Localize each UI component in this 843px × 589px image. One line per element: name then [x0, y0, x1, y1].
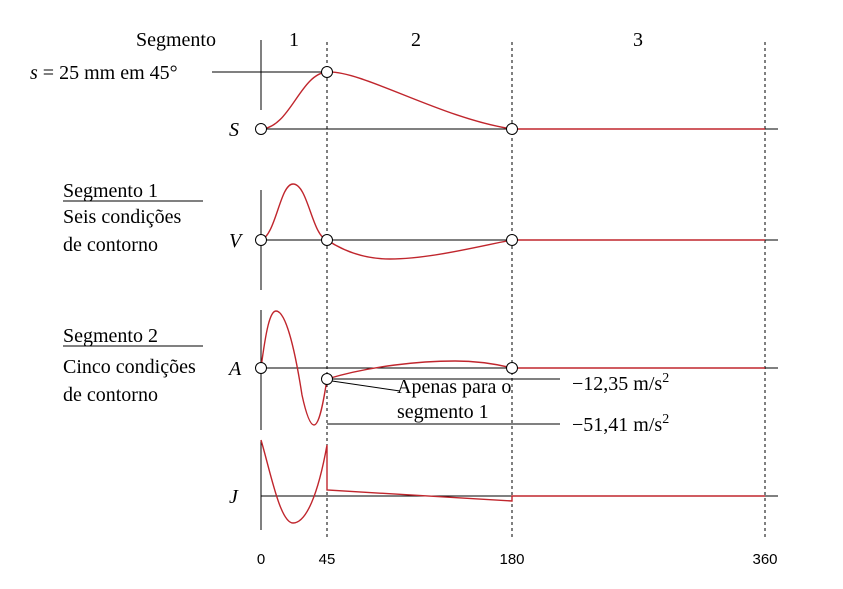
s-curve [260, 71, 765, 130]
note-line1: Apenas para o [397, 376, 511, 398]
v-plot: V Segmento 1 Seis condições de contorno [63, 180, 778, 290]
accel-value-2: −51,41 m/s2 [572, 412, 669, 436]
segment-header-label: Segmento [136, 29, 216, 51]
x-tick-180: 180 [499, 551, 524, 568]
s-point-45 [321, 66, 333, 78]
a-point-45 [321, 373, 333, 385]
note-leader [331, 380, 401, 392]
segment-boundaries [326, 42, 766, 540]
x-tick-360: 360 [752, 551, 777, 568]
a-point-180 [506, 362, 518, 374]
v-point-0 [255, 234, 267, 246]
j-curve [260, 439, 765, 524]
segment2-title: Segmento 2 [63, 325, 158, 347]
x-tick-labels: 0 45 180 360 [257, 551, 778, 568]
a-plot: A Segmento 2 Cinco condições de contorno… [63, 310, 778, 436]
j-axis-label: J [229, 486, 239, 508]
segment-number-1: 1 [289, 29, 299, 51]
segment1-title: Segmento 1 [63, 180, 158, 202]
segment-number-3: 3 [633, 29, 643, 51]
v-axis-label: V [229, 230, 244, 252]
v-point-180 [506, 234, 518, 246]
segment1-line1: Seis condições [63, 206, 182, 228]
v-point-45 [321, 234, 333, 246]
s-plot: S s = 25 mm em 45° [30, 62, 778, 141]
a-curve [260, 310, 765, 426]
v-curve [260, 183, 765, 260]
accel-value-1: −12,35 m/s2 [572, 371, 669, 395]
j-plot: J [229, 439, 778, 530]
segment1-line2: de contorno [63, 234, 158, 256]
x-tick-0: 0 [257, 551, 265, 568]
a-axis-label: A [227, 358, 242, 380]
segment-number-2: 2 [411, 29, 421, 51]
x-tick-45: 45 [319, 551, 336, 568]
s-max-annotation: s = 25 mm em 45° [30, 62, 178, 84]
a-point-0 [255, 362, 267, 374]
note-line2: segmento 1 [397, 401, 489, 423]
segment2-line2: de contorno [63, 384, 158, 406]
s-point-0 [255, 123, 267, 135]
s-point-180 [506, 123, 518, 135]
s-axis-label: S [229, 119, 239, 141]
segment2-line1: Cinco condições [63, 356, 196, 378]
